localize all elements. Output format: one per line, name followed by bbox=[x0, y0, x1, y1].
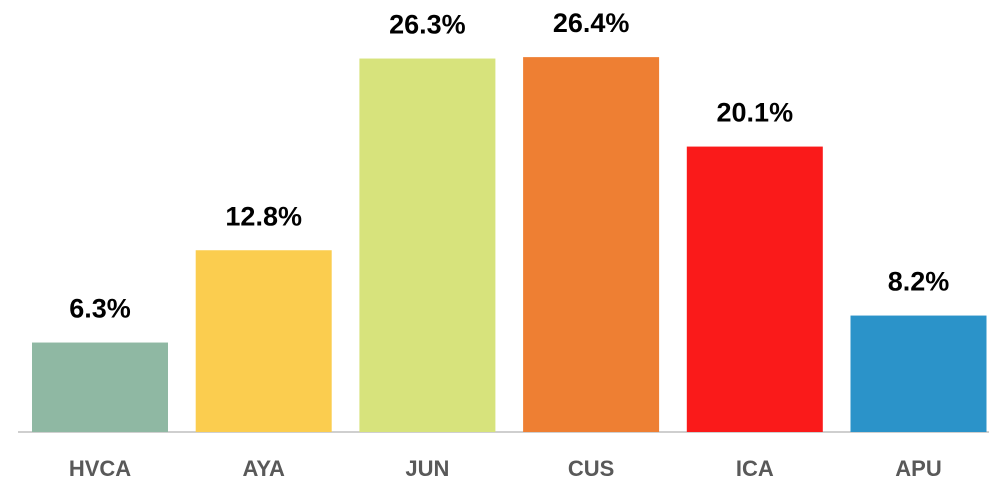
bar bbox=[195, 250, 332, 432]
x-tick-label: CUS bbox=[568, 456, 614, 481]
bar bbox=[32, 342, 168, 432]
bar bbox=[523, 57, 660, 433]
x-tick-label: JUN bbox=[405, 456, 449, 481]
value-label: 26.3% bbox=[389, 10, 466, 40]
value-label: 6.3% bbox=[69, 294, 131, 324]
bar bbox=[359, 58, 496, 432]
bar bbox=[686, 146, 823, 432]
bar bbox=[850, 315, 987, 432]
x-tick-label: APU bbox=[895, 456, 941, 481]
x-tick-label: ICA bbox=[736, 456, 774, 481]
value-label: 8.2% bbox=[888, 267, 950, 297]
value-label: 12.8% bbox=[225, 201, 302, 231]
x-tick-label: HVCA bbox=[69, 456, 131, 481]
x-tick-label: AYA bbox=[242, 456, 285, 481]
value-label: 20.1% bbox=[717, 98, 794, 128]
value-label: 26.4% bbox=[553, 8, 630, 38]
